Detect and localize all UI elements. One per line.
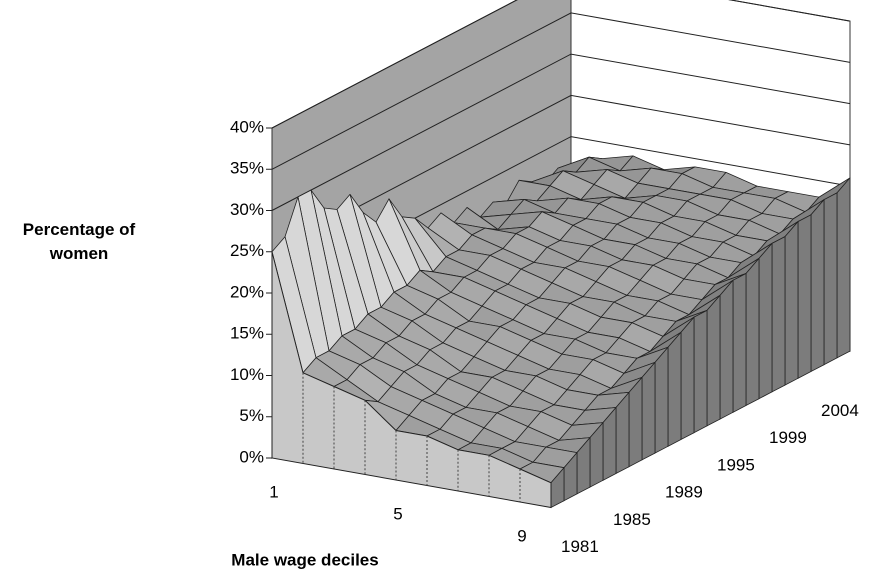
z-tick-label: 1999 (769, 428, 807, 447)
z-tick-label: 1981 (561, 537, 599, 556)
grid-line (271, 0, 851, 129)
side-face (719, 279, 734, 420)
y-tick-label: 30% (230, 200, 264, 219)
side-face (693, 309, 708, 434)
z-tick-label: 1995 (717, 455, 755, 474)
y-tick-label: 5% (239, 406, 264, 425)
side-face (667, 331, 682, 447)
side-face (680, 316, 695, 441)
side-face (654, 346, 669, 454)
y-tick-label: 10% (230, 365, 264, 384)
z-tick-label: 2004 (821, 401, 859, 420)
grid-line (271, 12, 851, 170)
y-tick-label: 35% (230, 159, 264, 178)
side-face (732, 272, 747, 413)
y-tick-label: 15% (230, 324, 264, 343)
side-face (706, 294, 721, 427)
x-tick-label: 5 (393, 504, 402, 523)
x-axis-title: Male wage deciles (231, 550, 378, 569)
y-axis-title: Percentage of women (22, 220, 136, 263)
side-face (641, 361, 656, 461)
side-face (797, 214, 812, 379)
x-tick-label: 1 (269, 482, 278, 501)
y-tick-label: 25% (230, 241, 264, 260)
side-face (758, 242, 773, 400)
x-tick-label: 9 (517, 526, 526, 545)
grid-line (271, 53, 851, 211)
side-face (771, 235, 786, 393)
side-face (745, 257, 760, 407)
side-face (810, 198, 825, 373)
y-tick-label: 40% (230, 117, 264, 136)
side-face (823, 192, 838, 366)
z-tick-label: 1989 (665, 483, 703, 502)
y-tick-label: 0% (239, 447, 264, 466)
side-face (628, 376, 643, 468)
grid-line (271, 94, 851, 253)
z-tick-label: 1985 (613, 510, 651, 529)
side-face (836, 176, 851, 359)
y-tick-label: 20% (230, 282, 264, 301)
side-face (784, 220, 799, 386)
